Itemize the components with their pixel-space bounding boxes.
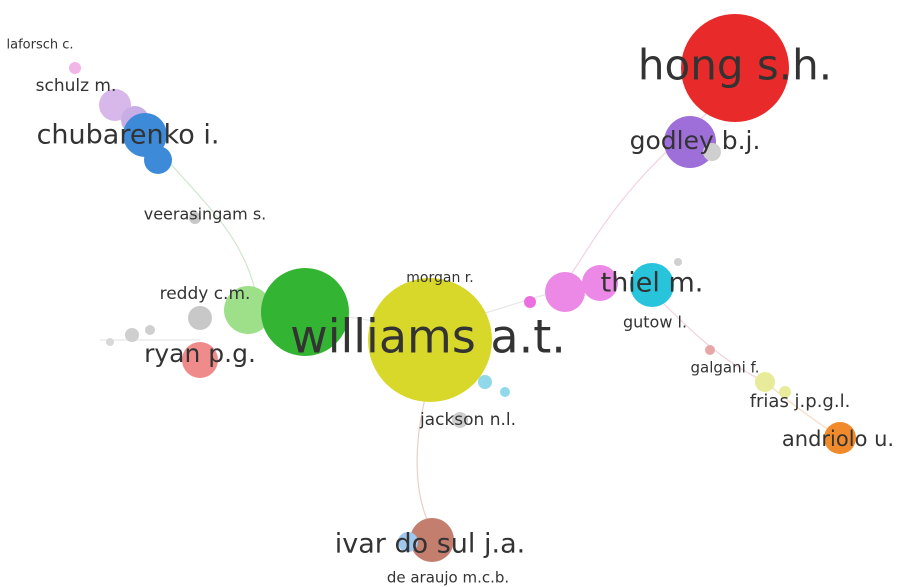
node-label: ivar do sul j.a. [335, 529, 525, 560]
node [582, 265, 618, 301]
node-label: frias j.p.g.l. [750, 391, 851, 412]
node-label: gutow l. [623, 313, 687, 332]
node [398, 532, 418, 552]
nodes [69, 14, 856, 562]
node-label: veerasingam s. [144, 205, 267, 224]
node [224, 286, 272, 334]
node-label: williams a.t. [290, 310, 566, 364]
node [452, 412, 468, 428]
node [189, 212, 201, 224]
node [630, 263, 674, 307]
node [123, 113, 167, 157]
node [500, 387, 510, 397]
node-label: schulz m. [36, 76, 117, 96]
node [755, 372, 775, 392]
node [125, 328, 139, 342]
node [410, 518, 454, 562]
node-label: jackson n.l. [419, 410, 516, 430]
node [779, 386, 791, 398]
node [681, 14, 789, 122]
node [368, 278, 492, 402]
node [674, 258, 682, 266]
node [145, 325, 155, 335]
node-label: ryan p.g. [144, 339, 256, 368]
node [106, 338, 114, 346]
node [182, 342, 218, 378]
node-label: galgani f. [691, 359, 760, 377]
node [188, 306, 212, 330]
node-label: chubarenko i. [37, 120, 220, 151]
node-label: andriolo u. [782, 427, 894, 451]
node [69, 62, 81, 74]
node-label: reddy c.m. [160, 284, 251, 304]
node [261, 268, 349, 356]
node [144, 146, 172, 174]
edge [416, 379, 433, 531]
node [703, 143, 721, 161]
labels: laforsch c. schulz m. chubarenko i. veer… [6, 38, 894, 587]
node-label: laforsch c. [6, 38, 73, 53]
node-label: godley b.j. [630, 126, 761, 155]
node [664, 116, 716, 168]
node [824, 422, 856, 454]
node [524, 296, 536, 308]
node-label: morgan r. [406, 270, 473, 286]
node-label: de araujo m.c.b. [387, 569, 509, 587]
node-label: hong s.h. [638, 41, 832, 90]
node [545, 272, 585, 312]
node [478, 375, 492, 389]
node-label: thiel m. [601, 268, 704, 299]
node [705, 345, 715, 355]
